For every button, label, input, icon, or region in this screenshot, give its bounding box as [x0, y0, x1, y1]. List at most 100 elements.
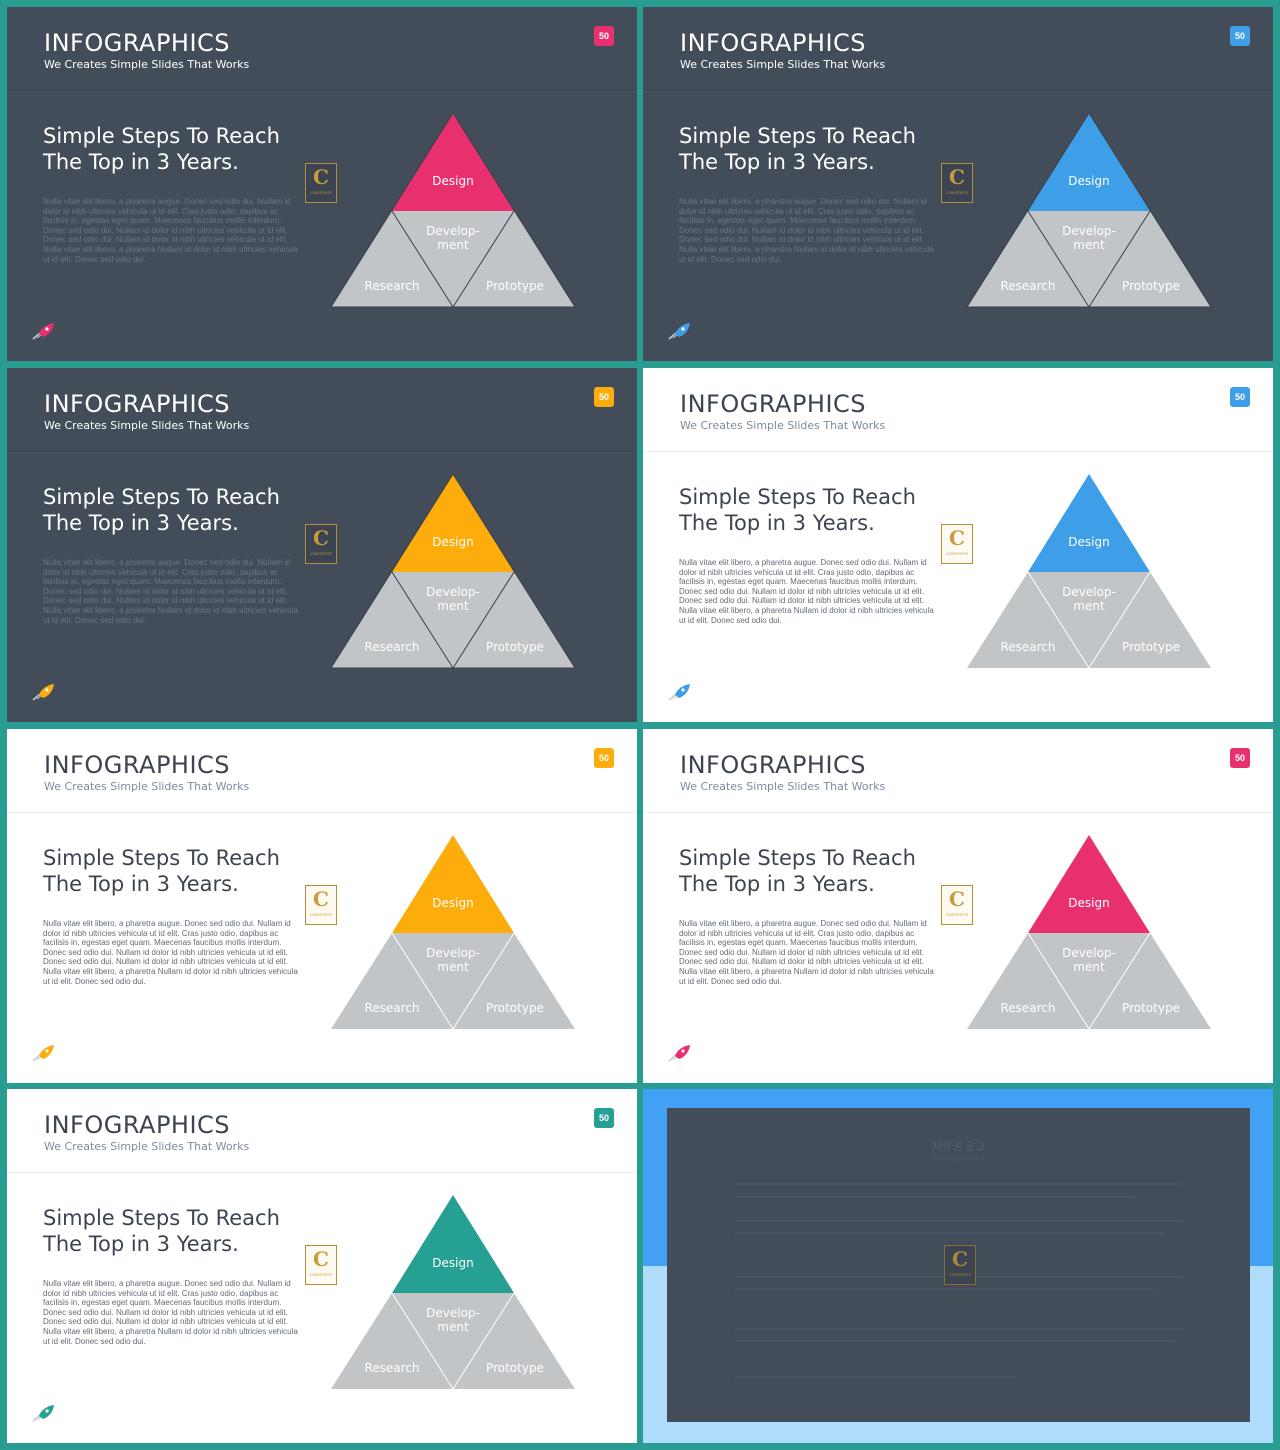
slide-title: INFOGRAPHICS	[44, 1111, 231, 1139]
pyramid-label-prototype: Prototype	[1122, 1001, 1180, 1015]
pyramid-label-prototype: Prototype	[486, 279, 544, 293]
pyramid-diagram: Design Develop-ment Research Prototype	[330, 112, 576, 308]
notice-panel: 저작권 공고 Copyright Notice C CONTENTS	[667, 1108, 1250, 1422]
contents-logo: C CONTENTS	[305, 524, 337, 564]
page-number-badge: 50	[1230, 748, 1250, 768]
notice-text-line	[735, 1288, 1155, 1290]
pyramid-middle-segment	[1028, 211, 1150, 307]
notice-text-line	[735, 1196, 1135, 1198]
notice-text-line	[735, 1220, 1183, 1222]
rocket-icon	[32, 684, 54, 701]
page-number-badge: 50	[594, 748, 614, 768]
pyramid-label-development: Develop-	[426, 224, 480, 238]
contents-logo: C CONTENTS	[941, 524, 973, 564]
pyramid-top-segment	[392, 113, 514, 211]
pyramid-outline	[966, 112, 1212, 308]
notice-text-line	[735, 1328, 1183, 1330]
slide-6: INFOGRAPHICS We Creates Simple Slides Tha…	[643, 729, 1273, 1083]
pyramid-label-prototype: Prototype	[1122, 640, 1180, 654]
notice-subtitle: Copyright Notice	[932, 1155, 985, 1162]
pyramid-label-prototype: Prototype	[486, 640, 544, 654]
rocket-icon	[32, 323, 54, 340]
pyramid-left-segment	[331, 1293, 453, 1389]
pyramid-right-segment	[453, 1293, 575, 1389]
notice-text-line	[735, 1376, 1015, 1378]
pyramid-label-design: Design	[432, 174, 473, 188]
pyramid-left-segment	[331, 572, 453, 668]
pyramid-top-segment	[392, 1195, 514, 1293]
slide-1: INFOGRAPHICS We Creates Simple Slides Tha…	[7, 7, 637, 361]
pyramid-middle-segment	[1028, 933, 1150, 1029]
pyramid-label-research: Research	[364, 279, 419, 293]
slide-2: INFOGRAPHICS We Creates Simple Slides Tha…	[643, 7, 1273, 361]
slide-title: INFOGRAPHICS	[680, 29, 867, 57]
slide-3: INFOGRAPHICS We Creates Simple Slides Tha…	[7, 368, 637, 722]
body-paragraph: Nulla vitae elit libero, a pharetra augu…	[43, 197, 298, 264]
pyramid-middle-segment	[392, 211, 514, 307]
pyramid-label-design: Design	[1068, 896, 1109, 910]
pyramid-left-segment	[967, 211, 1089, 307]
pyramid-label-development-2: ment	[437, 599, 469, 613]
slide-heading: Simple Steps To Reach The Top in 3 Years…	[43, 846, 280, 896]
contents-logo: C CONTENTS	[305, 1245, 337, 1285]
notice-text-line	[735, 1183, 1183, 1185]
pyramid-right-segment	[453, 211, 575, 307]
slide-title: INFOGRAPHICS	[680, 390, 867, 418]
pyramid-label-design: Design	[1068, 535, 1109, 549]
logo-letter: C	[313, 1247, 329, 1271]
pyramid-divider	[391, 1292, 515, 1390]
pyramid-divider	[1027, 571, 1151, 669]
pyramid-label-design: Design	[432, 535, 473, 549]
pyramid-label-research: Research	[364, 1001, 419, 1015]
slide-5: INFOGRAPHICS We Creates Simple Slides Tha…	[7, 729, 637, 1083]
pyramid-top-segment	[1028, 474, 1150, 572]
pyramid-label-development-2: ment	[1073, 960, 1105, 974]
pyramid-label-development-2: ment	[437, 1320, 469, 1334]
pyramid-left-segment	[331, 933, 453, 1029]
slide-title: INFOGRAPHICS	[680, 751, 867, 779]
body-paragraph: Nulla vitae elit libero, a pharetra augu…	[679, 919, 934, 986]
pyramid-label-research: Research	[364, 1361, 419, 1375]
pyramid-label-development: Develop-	[1062, 946, 1116, 960]
pyramid-middle-segment	[392, 933, 514, 1029]
slide-subtitle: We Creates Simple Slides That Works	[680, 780, 886, 793]
pyramid-label-research: Research	[364, 640, 419, 654]
pyramid-top-segment	[392, 474, 514, 572]
pyramid-label-design: Design	[1068, 174, 1109, 188]
logo-letter: C	[313, 526, 329, 550]
logo-word: CONTENTS	[946, 190, 968, 195]
page-number-badge: 50	[1230, 26, 1250, 46]
body-paragraph: Nulla vitae elit libero, a pharetra augu…	[679, 558, 934, 625]
pyramid-label-development: Develop-	[1062, 585, 1116, 599]
body-paragraph: Nulla vitae elit libero, a pharetra augu…	[43, 1279, 298, 1346]
header-divider	[643, 90, 1273, 91]
logo-word: CONTENTS	[310, 912, 332, 917]
slide-subtitle: We Creates Simple Slides That Works	[44, 780, 250, 793]
logo-word: CONTENTS	[946, 912, 968, 917]
pyramid-label-prototype: Prototype	[486, 1361, 544, 1375]
slide-heading: Simple Steps To Reach The Top in 3 Years…	[679, 846, 916, 896]
pyramid-middle-segment	[392, 1293, 514, 1389]
header-divider	[7, 451, 637, 452]
pyramid-label-development-2: ment	[1073, 599, 1105, 613]
pyramid-left-segment	[967, 572, 1089, 668]
pyramid-middle-segment	[1028, 572, 1150, 668]
header-divider	[643, 451, 1273, 452]
rocket-icon	[668, 323, 690, 340]
pyramid-label-design: Design	[432, 1256, 473, 1270]
slide-subtitle: We Creates Simple Slides That Works	[44, 1140, 250, 1153]
pyramid-label-development-2: ment	[1073, 238, 1105, 252]
pyramid-diagram: Design Develop-ment Research Prototype	[966, 112, 1212, 308]
contents-logo: C CONTENTS	[941, 163, 973, 203]
pyramid-right-segment	[453, 572, 575, 668]
copyright-notice-slide: 저작권 공고 Copyright Notice C CONTENTS	[643, 1089, 1273, 1443]
pyramid-label-development: Develop-	[1062, 224, 1116, 238]
pyramid-label-prototype: Prototype	[1122, 279, 1180, 293]
logo-letter: C	[949, 887, 965, 911]
pyramid-label-prototype: Prototype	[486, 1001, 544, 1015]
page-number-badge: 50	[594, 387, 614, 407]
pyramid-label-research: Research	[1000, 279, 1055, 293]
logo-letter: C	[313, 887, 329, 911]
logo-word: CONTENTS	[946, 551, 968, 556]
slide-4: INFOGRAPHICS We Creates Simple Slides Tha…	[643, 368, 1273, 722]
